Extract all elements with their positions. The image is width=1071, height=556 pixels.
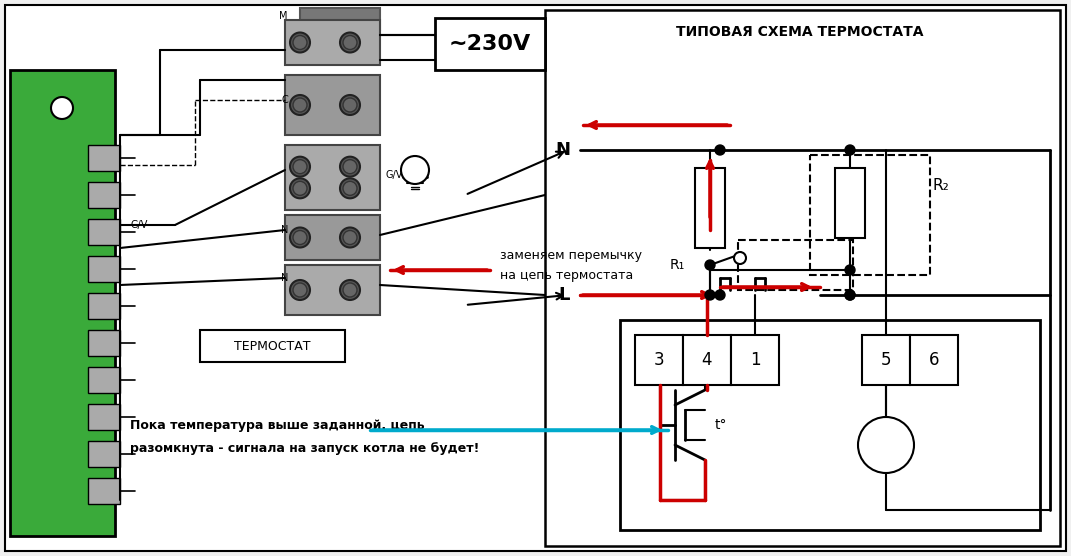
Bar (620, 320, 1040, 530)
Bar (88, 367, 120, 393)
Circle shape (845, 265, 855, 275)
Text: N: N (281, 273, 288, 283)
Text: ТИПОВАЯ СХЕМА ТЕРМОСТАТА: ТИПОВАЯ СХЕМА ТЕРМОСТАТА (676, 25, 924, 39)
Circle shape (290, 157, 310, 177)
Text: Пока температура выше заданной, цепь: Пока температура выше заданной, цепь (130, 419, 424, 431)
Circle shape (293, 98, 307, 112)
Bar (88, 145, 120, 171)
Circle shape (293, 160, 307, 173)
Bar (731, 335, 779, 385)
Text: G/V: G/V (384, 170, 403, 180)
Text: заменяем перемычку: заменяем перемычку (500, 249, 642, 261)
Circle shape (293, 181, 307, 195)
Bar (910, 335, 957, 385)
Circle shape (340, 32, 360, 52)
Circle shape (290, 178, 310, 198)
Circle shape (845, 290, 855, 300)
Circle shape (734, 252, 746, 264)
Text: L: L (559, 286, 570, 304)
Text: N: N (281, 225, 288, 235)
Bar (88, 404, 120, 430)
Circle shape (340, 95, 360, 115)
Circle shape (340, 280, 360, 300)
Bar (88, 256, 120, 282)
Circle shape (340, 178, 360, 198)
Bar (300, 8, 380, 30)
Bar (738, 240, 853, 290)
Bar (10, 70, 115, 536)
Circle shape (715, 290, 725, 300)
Bar (285, 215, 380, 260)
Bar (835, 168, 865, 238)
Circle shape (705, 290, 715, 300)
Circle shape (343, 231, 357, 245)
Bar (88, 182, 120, 208)
Bar (683, 335, 731, 385)
Circle shape (290, 95, 310, 115)
Circle shape (290, 32, 310, 52)
Circle shape (845, 290, 855, 300)
Circle shape (715, 145, 725, 155)
Bar (435, 18, 545, 70)
Circle shape (705, 260, 715, 270)
Text: 1: 1 (750, 351, 760, 369)
Circle shape (845, 145, 855, 155)
Bar (285, 20, 380, 65)
Circle shape (340, 157, 360, 177)
Bar (862, 335, 910, 385)
Text: R₁: R₁ (669, 258, 685, 272)
Text: G/V: G/V (130, 220, 148, 230)
Text: 4: 4 (702, 351, 712, 369)
Bar (285, 145, 380, 210)
Text: R₂: R₂ (933, 177, 950, 192)
Bar (88, 219, 120, 245)
Bar (695, 168, 725, 248)
Text: 5: 5 (880, 351, 891, 369)
Text: разомкнута - сигнала на запуск котла не будет!: разомкнута - сигнала на запуск котла не … (130, 441, 480, 454)
Circle shape (343, 283, 357, 297)
Bar (88, 478, 120, 504)
Circle shape (343, 160, 357, 173)
Bar (545, 10, 1060, 546)
Circle shape (343, 181, 357, 195)
Text: 6: 6 (929, 351, 939, 369)
Text: 3: 3 (653, 351, 664, 369)
Bar (88, 293, 120, 319)
Text: ТЕРМОСТАТ: ТЕРМОСТАТ (233, 340, 311, 353)
Bar (88, 441, 120, 467)
Circle shape (858, 417, 914, 473)
Circle shape (293, 36, 307, 49)
Circle shape (401, 156, 429, 184)
Circle shape (290, 280, 310, 300)
Text: на цепь термостата: на цепь термостата (500, 269, 633, 281)
Bar (200, 330, 345, 362)
Text: t°: t° (715, 418, 727, 432)
Circle shape (340, 227, 360, 247)
Text: ~230V: ~230V (449, 34, 531, 54)
Text: N: N (555, 141, 570, 159)
Bar (810, 155, 930, 275)
Bar (285, 265, 380, 315)
Text: M: M (280, 11, 288, 21)
Circle shape (51, 97, 73, 119)
Circle shape (343, 36, 357, 49)
Circle shape (290, 227, 310, 247)
Bar (635, 335, 683, 385)
Circle shape (293, 231, 307, 245)
Text: C: C (282, 95, 288, 105)
Circle shape (343, 98, 357, 112)
Circle shape (293, 283, 307, 297)
Bar (88, 330, 120, 356)
Bar (285, 75, 380, 135)
